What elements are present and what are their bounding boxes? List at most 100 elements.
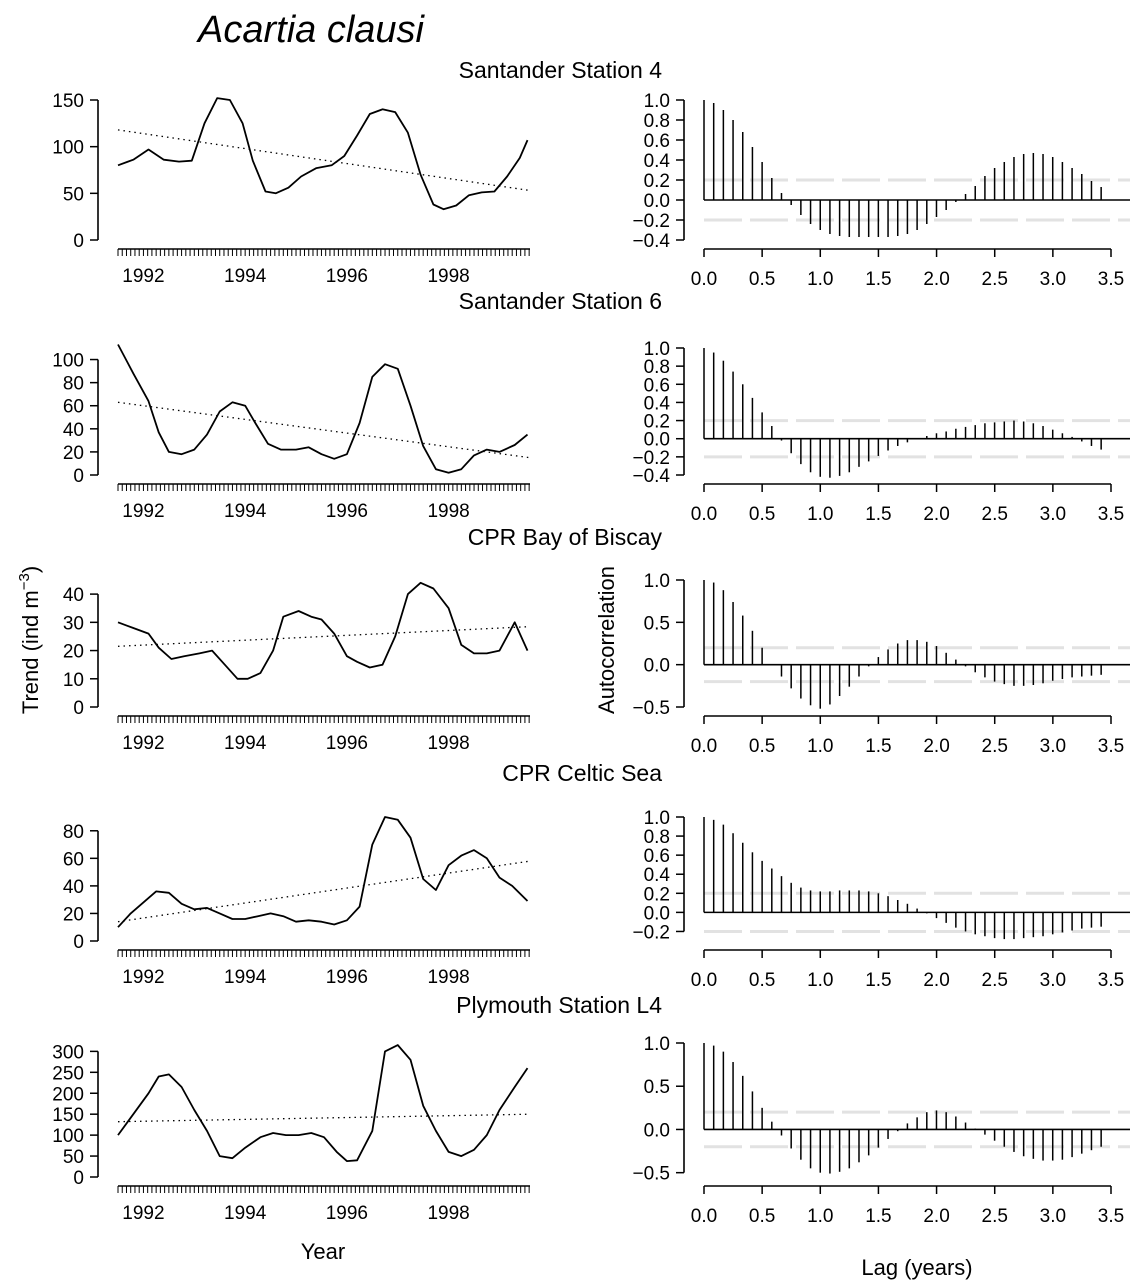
y-tick-label: 20 (63, 642, 84, 663)
y-axis-label-trend: Trend (ind m−3) (16, 566, 43, 714)
y-tick-label: 30 (63, 613, 84, 634)
y-tick-label: −0.4 (632, 231, 670, 252)
x-tick-label: 1.5 (865, 970, 891, 991)
y-tick-label: 150 (52, 1105, 84, 1126)
x-tick-label: 1.5 (865, 504, 891, 525)
y-tick-label: 50 (63, 1147, 84, 1168)
x-tick-label: 3.0 (1040, 1206, 1066, 1227)
x-tick-label: 1996 (326, 501, 368, 522)
trend-series-line (117, 97, 529, 211)
y-tick-label: 0.4 (644, 393, 671, 414)
panel-title: Santander Station 4 (459, 57, 663, 83)
x-tick-label: 2.5 (982, 1206, 1008, 1227)
y-axis-label-trend-close: ) (18, 566, 43, 573)
x-tick-label: 1994 (224, 501, 267, 522)
trend-panel-4: CPR Celtic Sea 0 20 40 60 80 1992 1994 1996 1998 (63, 760, 662, 988)
y-tick-label: 0.6 (644, 375, 670, 396)
x-tick-label: 2.0 (923, 504, 949, 525)
acf-panel-4: −0.20.00.20.40.60.81.00.0 0.5 1.0 1.5 2.0 2.5… (632, 808, 1130, 991)
x-tick-label: 0.5 (749, 736, 775, 757)
x-tick-label: 0.0 (691, 970, 717, 991)
figure-title: Acartia clausi (196, 9, 426, 51)
y-tick-label: 0.0 (644, 191, 670, 212)
x-tick-label: 1998 (427, 266, 469, 287)
x-tick-label: 3.5 (1098, 736, 1124, 757)
x-tick-label: 2.5 (982, 269, 1008, 290)
x-axis-label-lag: Lag (years) (861, 1255, 972, 1280)
y-tick-label: 80 (63, 822, 84, 843)
trend-panel-1: Santander Station 4 0 50 100 150 1992 1994 1996… (52, 57, 662, 287)
y-tick-label: 40 (63, 585, 84, 606)
y-tick-label: 0.5 (644, 613, 670, 634)
y-tick-label: −0.5 (632, 1164, 670, 1185)
x-tick-label: 3.0 (1040, 970, 1066, 991)
x-tick-label: 1992 (122, 733, 164, 754)
y-tick-label: −0.2 (632, 448, 670, 469)
linear-trend-line (117, 1113, 531, 1123)
y-tick-label: 40 (63, 877, 84, 898)
trend-series-line (117, 1044, 529, 1162)
x-tick-label: 2.0 (923, 269, 949, 290)
x-tick-label: 0.0 (691, 736, 717, 757)
y-tick-label: 60 (63, 849, 84, 870)
acf-panel-3: −0.5 0.0 0.5 1.0 0.0 0.5 1.0 1.5 2.0 2.5 3.0 3.5 (632, 571, 1130, 757)
x-tick-label: 1.0 (807, 736, 833, 757)
x-tick-label: 1996 (326, 733, 368, 754)
x-tick-label: 3.0 (1040, 269, 1066, 290)
y-tick-label: 0.4 (644, 865, 671, 886)
y-tick-label: 40 (63, 420, 84, 441)
x-tick-label: 1998 (427, 1203, 469, 1224)
y-tick-label: 0.8 (644, 111, 670, 132)
x-tick-label: 1.5 (865, 1206, 891, 1227)
x-tick-label: 1992 (122, 967, 164, 988)
y-axis-label-trend-unit-exponent: −3 (16, 573, 33, 590)
y-axis-label-trend-text: Trend (ind m (18, 590, 43, 714)
y-tick-label: 1.0 (644, 91, 670, 112)
x-tick-label: 2.0 (923, 970, 949, 991)
y-tick-label: 0.2 (644, 171, 670, 192)
x-tick-label: 1998 (427, 501, 469, 522)
x-tick-label: 1994 (224, 1203, 267, 1224)
y-tick-label: 0.8 (644, 827, 670, 848)
acf-panel-5: −0.5 0.0 0.5 1.0 0.0 0.5 1.0 1.5 2.0 2.5 3.0 3.5 (632, 1034, 1130, 1227)
y-tick-label: 1.0 (644, 571, 670, 592)
x-tick-label: 1992 (122, 501, 164, 522)
x-tick-label: 1.0 (807, 1206, 833, 1227)
y-tick-label: 20 (63, 904, 84, 925)
x-tick-label: 2.5 (982, 736, 1008, 757)
y-tick-label: 0.5 (644, 1077, 670, 1098)
y-tick-label: 0.6 (644, 131, 670, 152)
panel-title: CPR Bay of Biscay (468, 524, 663, 550)
y-tick-label: −0.2 (632, 922, 670, 943)
x-axis-label-year: Year (301, 1239, 345, 1264)
linear-trend-line (117, 625, 531, 647)
y-tick-label: 100 (52, 138, 84, 159)
y-tick-label: 250 (52, 1063, 84, 1084)
x-tick-label: 1.5 (865, 269, 891, 290)
x-tick-label: 2.0 (923, 736, 949, 757)
y-tick-label: 0.0 (644, 430, 670, 451)
trend-series-line (117, 816, 529, 928)
y-tick-label: 0.2 (644, 884, 670, 905)
x-tick-label: 0.0 (691, 1206, 717, 1227)
x-tick-label: 0.0 (691, 269, 717, 290)
x-tick-label: 1992 (122, 266, 164, 287)
x-tick-label: 3.0 (1040, 504, 1066, 525)
y-tick-label: 150 (52, 91, 84, 112)
y-tick-label: 0.8 (644, 357, 670, 378)
y-axis-label-autocorrelation: Autocorrelation (594, 566, 619, 714)
x-tick-label: 1994 (224, 733, 267, 754)
y-tick-label: 1.0 (644, 1034, 670, 1055)
x-tick-label: 0.5 (749, 504, 775, 525)
x-tick-label: 0.5 (749, 1206, 775, 1227)
y-tick-label: 0 (73, 932, 84, 953)
trend-panel-3: CPR Bay of Biscay 0 10 20 30 40 1992 1994 1996 19… (63, 524, 663, 754)
y-tick-label: 20 (63, 443, 84, 464)
y-tick-label: 0 (73, 231, 84, 252)
y-tick-label: 0.0 (644, 1120, 670, 1141)
x-tick-label: 0.5 (749, 970, 775, 991)
x-tick-label: 3.0 (1040, 736, 1066, 757)
x-tick-label: 1.5 (865, 736, 891, 757)
